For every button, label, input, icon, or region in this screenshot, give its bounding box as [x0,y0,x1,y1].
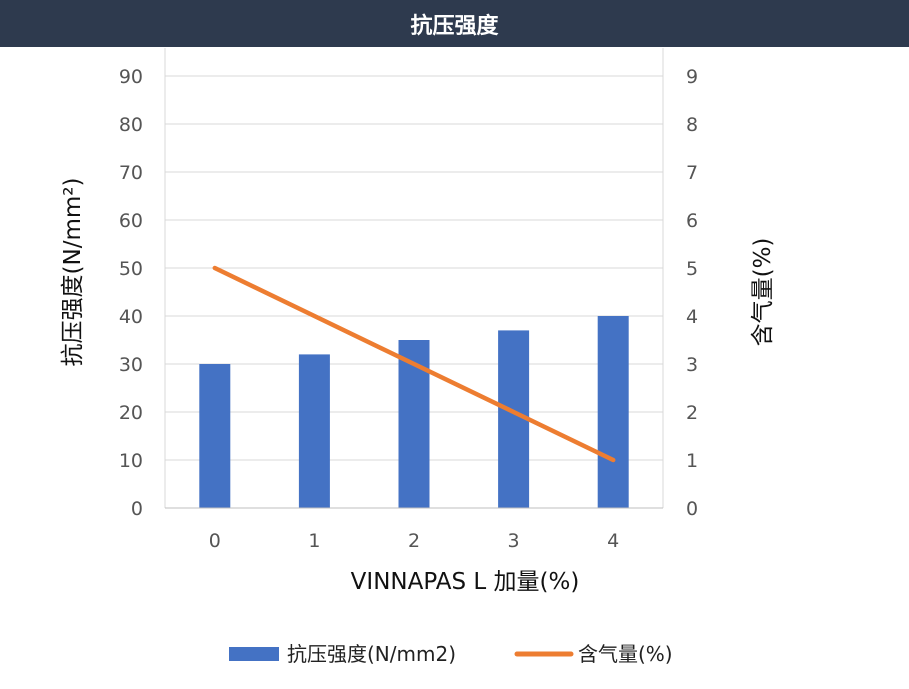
legend: 抗压强度(N/mm2) 含气量(%) [229,642,673,666]
right-axis-ticks: 0 1 2 3 4 5 6 7 8 9 [686,66,698,520]
y-tick-label: 80 [119,114,143,136]
y-axis-title: 抗压强度(N/mm²) [60,178,86,367]
y2-tick-label: 5 [686,258,698,280]
x-tick-label: 4 [607,530,619,552]
y2-tick-label: 0 [686,498,698,520]
axes [164,48,664,509]
x-tick-label: 1 [308,530,320,552]
chart-title: 抗压强度 [0,0,909,47]
x-tick-label: 0 [209,530,221,552]
y-tick-label: 40 [119,306,143,328]
y-tick-label: 20 [119,402,143,424]
x-axis-title: VINNAPAS L 加量(%) [351,569,580,595]
x-tick-label: 3 [508,530,520,552]
bar [298,354,330,508]
y2-axis-title: 含气量(%) [750,238,776,347]
x-tick-label: 2 [408,530,420,552]
bar [597,316,629,508]
left-axis-ticks: 0 10 20 30 40 50 60 70 80 90 [119,66,143,520]
legend-label-bar: 抗压强度(N/mm2) [287,642,456,666]
y2-tick-label: 3 [686,354,698,376]
y-tick-label: 50 [119,258,143,280]
y-tick-label: 10 [119,450,143,472]
y-tick-label: 30 [119,354,143,376]
y2-tick-label: 6 [686,210,698,232]
y2-tick-label: 4 [686,306,698,328]
y-tick-label: 70 [119,162,143,184]
y-tick-label: 0 [131,498,143,520]
y2-tick-label: 9 [686,66,698,88]
y2-tick-label: 7 [686,162,698,184]
legend-label-line: 含气量(%) [578,642,673,666]
legend-swatch-bar [229,647,279,661]
line-series [212,265,616,463]
y2-tick-label: 1 [686,450,698,472]
y-tick-label: 90 [119,66,143,88]
bar [199,364,231,508]
y-tick-label: 60 [119,210,143,232]
y2-tick-label: 8 [686,114,698,136]
x-axis-ticks: 0 1 2 3 4 [209,530,619,552]
y2-tick-label: 2 [686,402,698,424]
